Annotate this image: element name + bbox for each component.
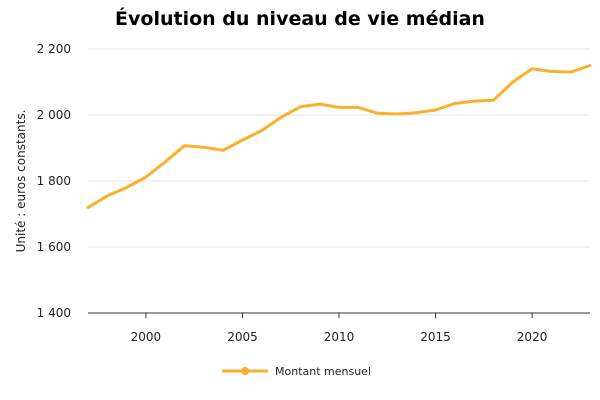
y-tick-labels: 1 400 1 600 1 800 2 000 2 200 bbox=[37, 42, 71, 320]
x-tick-label: 2020 bbox=[517, 330, 548, 344]
data-point bbox=[434, 108, 438, 112]
y-tick-label: 1 600 bbox=[37, 240, 71, 254]
x-tick-label: 2005 bbox=[227, 330, 258, 344]
data-point bbox=[511, 80, 515, 84]
data-point bbox=[472, 99, 476, 103]
data-point bbox=[569, 70, 573, 74]
data-point bbox=[125, 186, 129, 190]
data-point bbox=[202, 145, 206, 149]
x-tick-label: 2015 bbox=[420, 330, 451, 344]
y-axis-label: Unité : euros constants. bbox=[14, 110, 28, 253]
grid-layer bbox=[88, 48, 590, 248]
data-point bbox=[588, 64, 592, 68]
y-tick-label: 1 400 bbox=[37, 306, 71, 320]
series-line-montant-mensuel bbox=[86, 64, 592, 209]
chart-title: Évolution du niveau de vie médian bbox=[115, 7, 485, 30]
data-point bbox=[337, 105, 341, 109]
data-point bbox=[549, 69, 553, 73]
data-point bbox=[491, 98, 495, 102]
axis-layer bbox=[88, 312, 590, 318]
legend[interactable]: Montant mensuel bbox=[222, 365, 371, 378]
y-tick-label: 2 200 bbox=[37, 42, 71, 56]
y-tick-label: 2 000 bbox=[37, 108, 71, 122]
data-point bbox=[376, 111, 380, 115]
data-point bbox=[163, 160, 167, 164]
legend-label: Montant mensuel bbox=[275, 365, 371, 378]
data-point bbox=[260, 129, 264, 133]
data-point bbox=[221, 148, 225, 152]
x-tick-labels: 2000 2005 2010 2015 2020 bbox=[131, 330, 548, 344]
data-point bbox=[395, 112, 399, 116]
data-point bbox=[105, 194, 109, 198]
x-tick-label: 2010 bbox=[324, 330, 355, 344]
data-point bbox=[530, 67, 534, 71]
data-point bbox=[86, 205, 90, 209]
legend-swatch-marker bbox=[241, 367, 249, 375]
data-point bbox=[144, 175, 148, 179]
data-point bbox=[318, 102, 322, 106]
data-point bbox=[356, 105, 360, 109]
x-tick-label: 2000 bbox=[131, 330, 162, 344]
y-tick-label: 1 800 bbox=[37, 174, 71, 188]
data-point bbox=[414, 111, 418, 115]
data-point bbox=[453, 101, 457, 105]
data-point bbox=[240, 138, 244, 142]
data-point bbox=[279, 115, 283, 119]
data-point bbox=[183, 144, 187, 148]
data-point bbox=[298, 105, 302, 109]
series-layer bbox=[86, 64, 592, 209]
